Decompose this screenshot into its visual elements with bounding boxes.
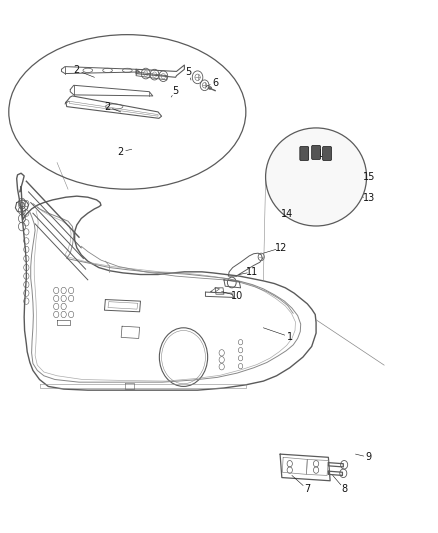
Text: 5: 5 bbox=[185, 67, 191, 77]
Ellipse shape bbox=[265, 128, 366, 226]
Text: 2: 2 bbox=[117, 147, 124, 157]
Text: 1: 1 bbox=[286, 332, 292, 342]
Text: 15: 15 bbox=[362, 172, 374, 182]
Text: 6: 6 bbox=[212, 78, 218, 87]
Text: 5: 5 bbox=[172, 86, 178, 95]
Text: 8: 8 bbox=[341, 484, 347, 494]
Ellipse shape bbox=[358, 181, 360, 183]
Ellipse shape bbox=[208, 86, 211, 89]
Ellipse shape bbox=[347, 173, 351, 176]
Text: 14: 14 bbox=[281, 209, 293, 219]
Text: 2: 2 bbox=[74, 66, 80, 75]
Text: 7: 7 bbox=[304, 484, 310, 494]
Text: 2: 2 bbox=[104, 102, 110, 111]
FancyBboxPatch shape bbox=[311, 146, 320, 159]
Text: 14: 14 bbox=[316, 149, 328, 158]
FancyBboxPatch shape bbox=[322, 147, 331, 160]
FancyBboxPatch shape bbox=[299, 147, 308, 160]
Text: 13: 13 bbox=[362, 193, 374, 203]
Text: 12: 12 bbox=[274, 243, 286, 253]
Text: 11: 11 bbox=[246, 267, 258, 277]
Text: 10: 10 bbox=[230, 291, 243, 301]
Text: 9: 9 bbox=[365, 453, 371, 462]
